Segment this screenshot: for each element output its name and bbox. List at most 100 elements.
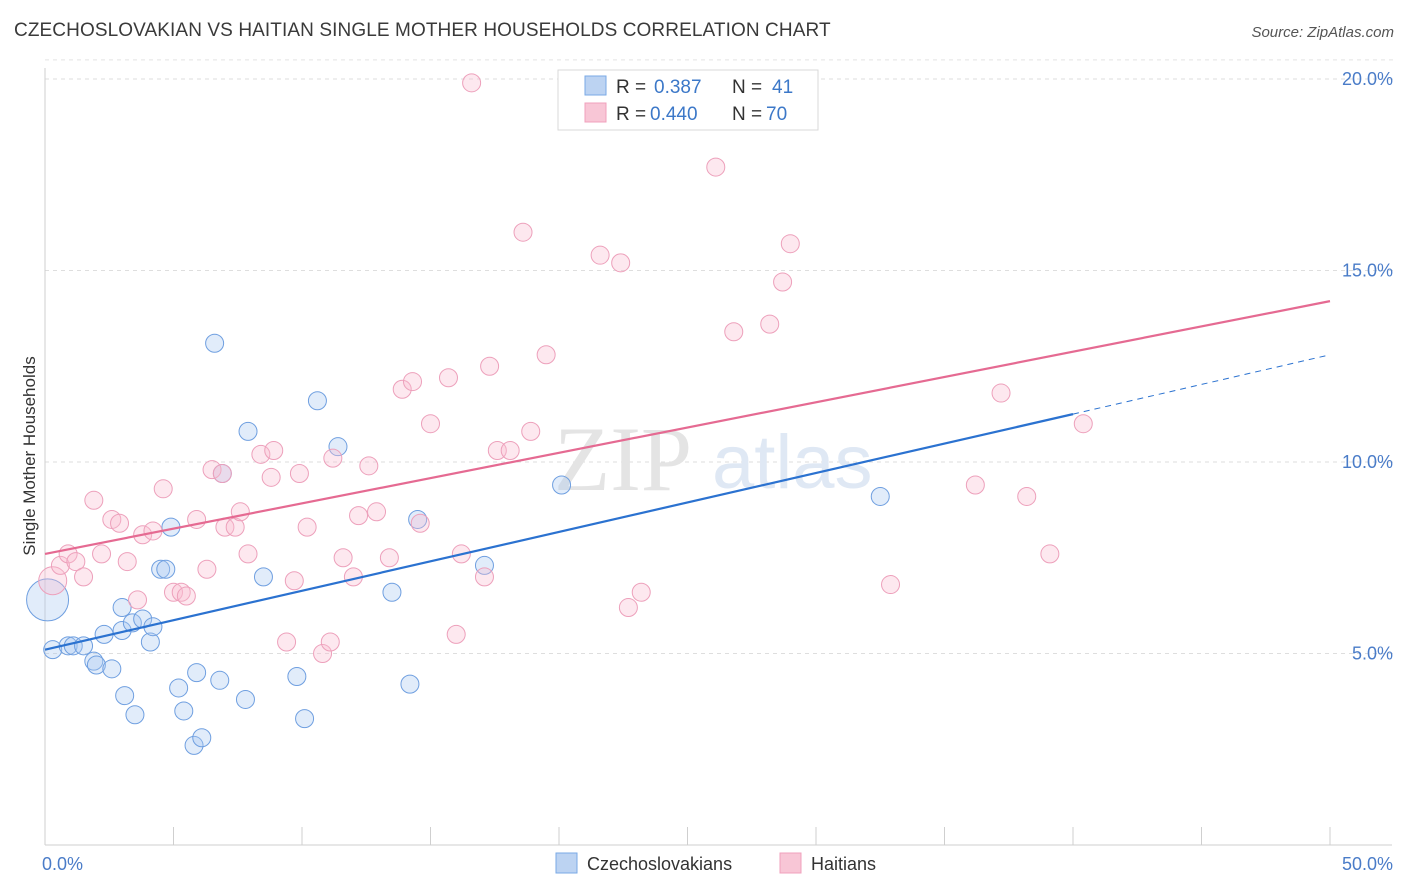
legend-r-haiti: 0.440 [650,104,698,125]
legend-n-label-czech: N = [732,77,762,98]
point-haitians [410,513,430,533]
point-haitians [230,502,250,522]
point-czechoslovakians [210,670,230,690]
point-haitians [38,566,68,596]
point-haitians [251,444,271,464]
point-haitians [164,582,183,602]
bottom-legend-swatch-haiti [779,852,802,874]
point-czechoslovakians [122,613,142,633]
point-czechoslovakians [382,582,402,602]
point-haitians [74,567,94,587]
point-haitians [202,460,222,480]
point-czechoslovakians [192,728,212,748]
legend-r-label-czech: R = [616,77,646,98]
point-czechoslovakians [287,666,307,686]
trendline-haitians [44,300,1331,555]
x-tick-label-max: 50.0% [1342,854,1393,874]
point-haitians [724,322,744,342]
y-tick-label: 10.0% [1342,452,1393,472]
point-czechoslovakians [253,567,273,587]
bottom-legend-swatch-czech [555,852,578,874]
point-czechoslovakians [151,559,171,579]
point-haitians [110,513,130,533]
y-axis-label: Single Mother Households [20,356,39,555]
trendlines [44,300,1331,651]
point-haitians [773,272,793,292]
point-haitians [264,441,284,461]
y-tick-label: 15.0% [1342,261,1393,281]
tick-labels: 5.0% 10.0% 15.0% 20.0% 0.0% 50.0% [42,69,1393,874]
point-haitians [333,548,353,568]
point-haitians [521,421,541,441]
point-czechoslovakians [184,735,204,755]
bottom-legend-czech: Czechoslovakians [587,854,732,874]
axes [44,68,1392,846]
point-haitians [320,632,340,652]
point-czechoslovakians [26,578,70,622]
point-czechoslovakians [169,678,189,698]
point-haitians [359,456,379,476]
point-czechoslovakians [174,701,194,721]
point-haitians [297,517,317,537]
point-haitians [176,586,196,606]
point-czechoslovakians [125,705,145,725]
point-haitians [50,555,70,575]
point-haitians [367,502,387,522]
point-haitians [212,463,232,483]
point-haitians [92,544,112,564]
point-czechoslovakians [43,640,63,660]
point-haitians [284,571,304,591]
point-haitians [618,598,638,618]
point-czechoslovakians [235,689,255,709]
legend-box: R = 0.387 N = 41 R = 0.440 N = 70 [557,69,819,131]
point-haitians [84,490,104,510]
point-haitians [706,157,726,177]
point-haitians [1073,414,1093,434]
point-czechoslovakians [156,559,176,579]
point-haitians [403,372,423,392]
gridlines [45,59,1395,654]
trendline-czechoslovakians-extension [1072,354,1331,415]
chart-title: CZECHOSLOVAKIAN VS HAITIAN SINGLE MOTHER… [14,20,831,41]
point-haitians [1040,544,1060,564]
point-haitians [289,463,309,483]
point-haitians [536,345,556,365]
point-haitians [590,245,610,265]
y-tick-label: 5.0% [1352,644,1393,664]
point-haitians [611,253,631,273]
point-haitians [462,73,482,93]
y-tick-label: 20.0% [1342,69,1393,89]
point-czechoslovakians [112,598,132,618]
point-haitians [1017,486,1037,506]
point-czechoslovakians [307,391,327,411]
point-czechoslovakians [187,663,207,683]
point-haitians [392,379,412,399]
point-haitians [379,548,399,568]
point-haitians [261,467,281,487]
point-haitians [500,441,520,461]
point-czechoslovakians [238,421,258,441]
point-czechoslovakians [205,333,225,353]
legend-n-label-haiti: N = [732,104,762,125]
point-haitians [313,644,333,663]
point-haitians [438,368,458,388]
legend-r-czech: 0.387 [654,77,702,98]
bottom-legend-haiti: Haitians [811,854,876,874]
point-haitians [171,582,191,602]
point-haitians [421,414,440,434]
legend-swatch-czech [584,75,607,96]
point-czechoslovakians [400,674,420,694]
point-haitians [991,383,1011,403]
source-label: Source: ZipAtlas.com [1251,24,1394,41]
x-tick-label-min: 0.0% [42,854,83,874]
point-haitians [197,559,217,579]
point-czechoslovakians [328,437,348,457]
point-haitians [323,448,343,468]
scatter-points [26,73,1093,755]
point-haitians [277,632,297,652]
point-haitians [225,517,245,537]
point-haitians [631,582,651,602]
point-haitians [881,575,901,595]
point-czechoslovakians [870,486,890,506]
